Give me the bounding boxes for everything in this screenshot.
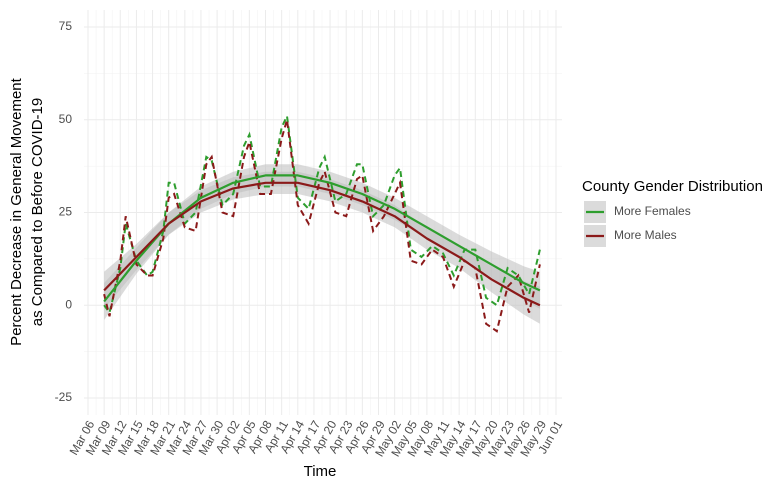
y-tick-label: 50 bbox=[59, 112, 73, 126]
y-tick-label: 75 bbox=[59, 19, 73, 33]
raw-line bbox=[103, 112, 541, 315]
confidence-band bbox=[104, 171, 540, 324]
y-tick-label: -25 bbox=[55, 390, 73, 404]
legend-title: County Gender Distribution bbox=[582, 178, 763, 195]
smooth-line bbox=[103, 181, 541, 307]
legend-label: More Females bbox=[614, 204, 691, 218]
y-axis-title: as Compared to Before COVID-19 bbox=[29, 98, 46, 326]
raw-line bbox=[103, 119, 541, 333]
x-axis-title: Time bbox=[304, 463, 337, 480]
y-tick-label: 25 bbox=[59, 205, 73, 219]
legend-label: More Males bbox=[614, 228, 677, 242]
y-axis-title: Percent Decrease in General Movement bbox=[8, 77, 25, 345]
y-tick-label: 0 bbox=[65, 297, 72, 311]
